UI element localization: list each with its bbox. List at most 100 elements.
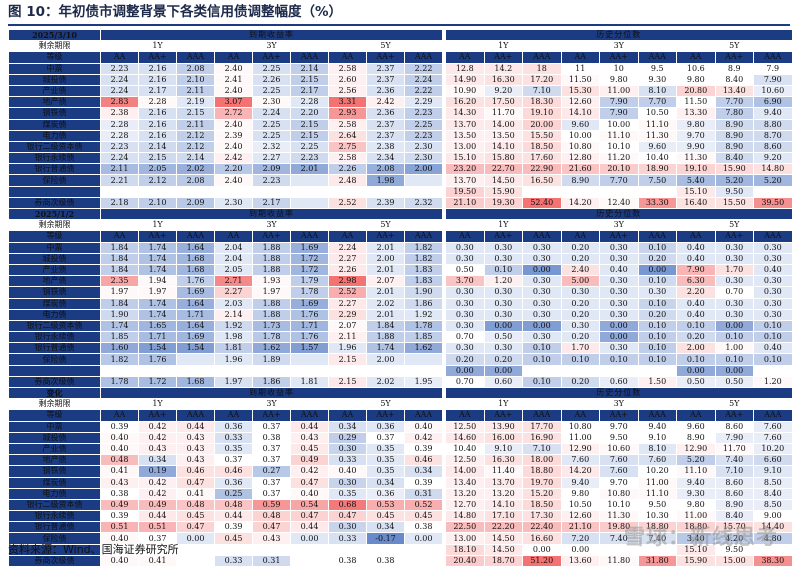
yield-cell: 0.49 [138, 498, 177, 512]
percentile-cell: 0.10 [676, 319, 716, 333]
row-label: 产业债 [8, 442, 101, 456]
yield-cell: 0.43 [290, 431, 329, 444]
yield-cell: 0.30 [328, 521, 367, 534]
yield-cell: 2.14 [214, 308, 253, 321]
rating-header: AA [560, 230, 601, 243]
percentile-cell: 11.00 [560, 431, 601, 444]
yield-cell: 2.15 [176, 107, 215, 120]
percentile-cell: 15.20 [522, 487, 562, 500]
yield-cell: 2.32 [252, 140, 291, 154]
yield-cell: 0.48 [176, 498, 215, 512]
percentile-cell: 9.90 [676, 140, 716, 154]
percentile-cell: 0.10 [637, 297, 678, 310]
percentile-cell: 0.20 [676, 331, 716, 344]
percentile-cell: 20.80 [676, 84, 716, 98]
rating-header: AA+ [252, 51, 291, 64]
column-gap [442, 207, 447, 221]
yield-cell: 2.37 [366, 73, 405, 86]
percentile-cell: 16.30 [483, 454, 524, 467]
empty-cell [252, 364, 291, 377]
yield-cell: 0.40 [100, 442, 139, 456]
percentile-cell: 0.30 [599, 241, 639, 254]
percentile-cell: 0.50 [445, 263, 485, 277]
percentile-cell: 18.80 [522, 465, 562, 478]
yield-cell: 1.84 [100, 297, 139, 310]
rating-header: AA+ [714, 51, 755, 64]
percentile-cell: 0.00 [522, 319, 562, 333]
percentile-cell: 10.60 [753, 84, 793, 98]
yield-cell: 1.92 [214, 319, 253, 333]
percentile-cell: 12.60 [560, 510, 601, 523]
percentile-cell: 18.80 [676, 521, 716, 534]
percentile-cell: 0.30 [753, 297, 793, 310]
percentile-group-header: 历史分位数 [445, 28, 793, 42]
percentile-cell: 0.00 [560, 543, 601, 556]
percentile-cell: 0.30 [445, 297, 485, 310]
percentile-cell: 16.50 [522, 174, 562, 187]
percentile-cell: 8.90 [714, 140, 755, 154]
yield-cell: 1.88 [252, 241, 291, 254]
yield-cell: 1.84 [100, 263, 139, 277]
yield-cell: 0.34 [328, 420, 367, 433]
yield-cell: 2.58 [328, 118, 367, 131]
percentile-cell: 14.10 [560, 107, 601, 120]
percentile-cell [560, 185, 601, 198]
percentile-cell: 0.30 [714, 275, 755, 288]
percentile-cell: 0.30 [714, 241, 755, 254]
yield-cell: 0.47 [252, 521, 291, 534]
yield-cell: 2.30 [252, 96, 291, 109]
yield-cell: 2.27 [328, 297, 367, 310]
yield-cell: 2.23 [252, 174, 291, 187]
yield-cell: 2.16 [138, 118, 177, 131]
yield-cell: 0.48 [100, 454, 139, 467]
row-label: 中票 [8, 241, 101, 254]
yield-cell [290, 554, 329, 567]
percentile-cell: 14.40 [753, 521, 793, 534]
percentile-cell: 7.70 [714, 96, 755, 109]
table-row: 中票 1.84 1.74 1.64 2.04 1.88 1.69 2.24 2.01 1.82 0.… [8, 241, 793, 254]
yield-cell: 0.48 [252, 510, 291, 523]
percentile-cell: 0.30 [714, 308, 755, 321]
yield-cell: 0.37 [252, 442, 291, 456]
percentile-cell: 18.30 [522, 96, 562, 109]
table-row: 产业债 1.84 1.74 1.68 2.05 1.88 1.72 2.26 2.01 1.83 0… [8, 263, 793, 277]
yield-cell: 3.31 [328, 96, 367, 109]
rating-header: AAA [403, 409, 444, 422]
percentile-cell: 9.80 [599, 73, 639, 86]
empty-cell [366, 185, 405, 198]
yield-cell: 2.26 [252, 73, 291, 86]
yield-cell: 2.34 [366, 152, 405, 165]
percentile-cell: 0.10 [599, 353, 639, 366]
yield-cell: 1.90 [403, 286, 444, 299]
yield-cell [403, 554, 444, 567]
percentile-cell: 0.30 [483, 297, 524, 310]
percentile-cell: 9.80 [676, 73, 716, 86]
yield-cell: 2.08 [176, 62, 215, 75]
yield-cell: 1.65 [138, 319, 177, 333]
yield-cell: 0.47 [176, 521, 215, 534]
yield-cell: 2.40 [214, 62, 253, 75]
table-row: 地产债 2.83 2.28 2.19 3.07 2.30 2.28 3.31 2.42 2.29 1… [8, 96, 793, 109]
percentile-cell: 14.2 [483, 62, 524, 75]
yield-cell: 2.15 [328, 353, 367, 366]
percentile-cell: 10.50 [637, 107, 678, 120]
yield-cell: 2.38 [100, 107, 139, 120]
percentile-cell: 9.10 [483, 442, 524, 456]
percentile-cell: 0.10 [637, 331, 678, 344]
percentile-cell: 7.40 [714, 454, 755, 467]
yield-cell: 1.83 [403, 275, 444, 288]
yield-cell: 2.23 [403, 107, 444, 120]
yield-cell: 1.54 [138, 342, 177, 355]
percentile-cell: 0.30 [599, 342, 639, 355]
percentile-cell: 0.30 [560, 286, 601, 299]
percentile-cell: 11.00 [637, 476, 678, 489]
rating-header: AAA [403, 51, 444, 64]
yield-cell: 2.24 [100, 152, 139, 165]
percentile-cell: 0.30 [714, 252, 755, 265]
rating-header: AA [445, 51, 485, 64]
block-header-row: 变化 到期收益率 历史分位数 [8, 386, 793, 400]
empty-cell [403, 185, 444, 198]
yield-cell: 1.71 [138, 331, 177, 344]
row-label: 电力债 [8, 129, 101, 142]
percentile-cell: 17.20 [522, 73, 562, 86]
